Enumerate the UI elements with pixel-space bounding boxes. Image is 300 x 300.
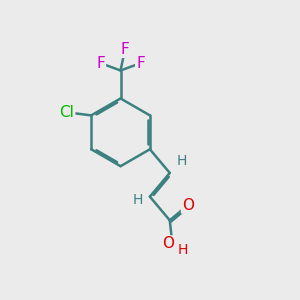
Text: H: H [132, 193, 143, 207]
Text: F: F [121, 42, 129, 57]
Text: Cl: Cl [59, 105, 74, 120]
Text: H: H [178, 243, 188, 257]
Text: F: F [136, 56, 145, 70]
Text: F: F [96, 56, 105, 70]
Text: O: O [163, 236, 175, 251]
Text: O: O [182, 197, 194, 212]
Text: H: H [177, 154, 187, 168]
